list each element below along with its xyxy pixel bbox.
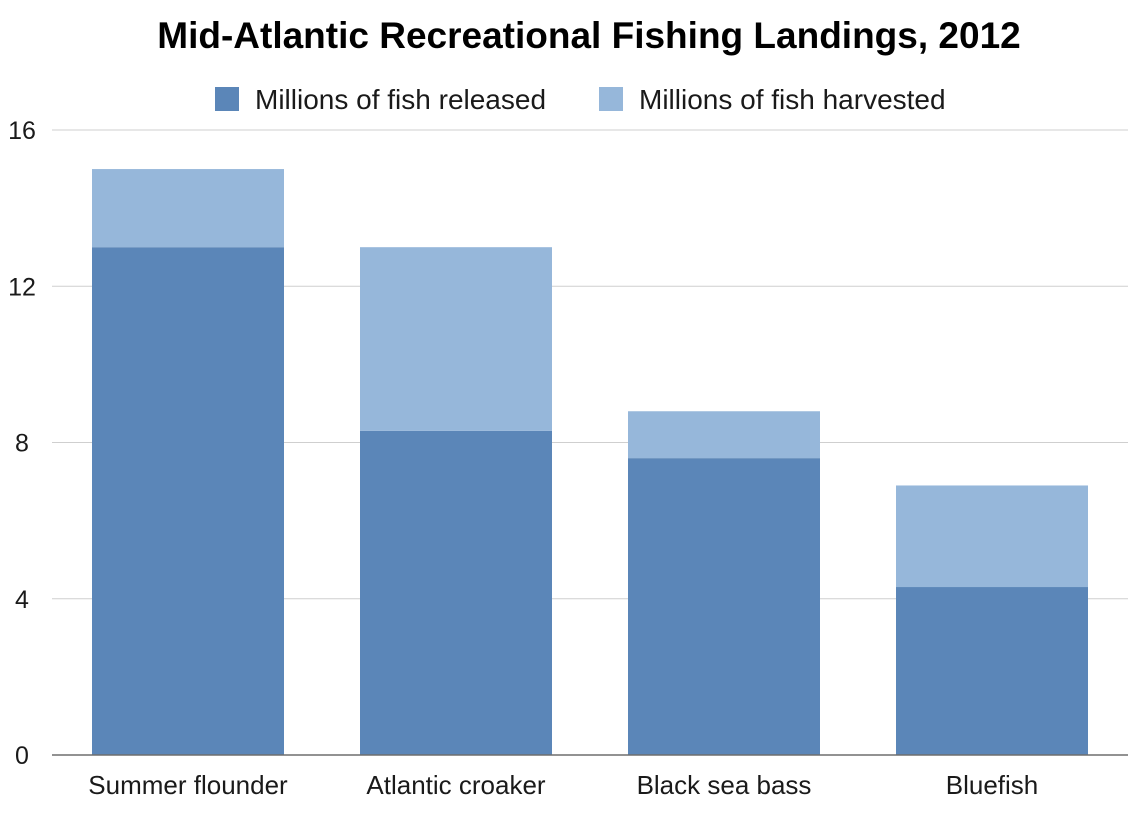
y-tick-label: 16 <box>8 117 36 145</box>
bar-harvested <box>360 247 552 431</box>
bar-released <box>628 458 820 755</box>
legend-swatch-harvested <box>599 87 623 111</box>
bars <box>92 169 1088 755</box>
bar-released <box>360 430 552 755</box>
y-tick-label: 4 <box>15 586 29 614</box>
y-tick-label: 0 <box>15 742 29 770</box>
x-axis-categories: Summer flounder Atlantic croaker Black sea… <box>88 770 1038 800</box>
x-category-label: Atlantic croaker <box>366 770 546 800</box>
bar-released <box>896 587 1088 755</box>
legend: Millions of fish released Millions of fi… <box>215 84 946 115</box>
y-axis-ticks: 0 4 8 12 16 <box>8 117 36 770</box>
chart-title: Mid-Atlantic Recreational Fishing Landin… <box>157 15 1020 56</box>
bar-harvested <box>92 169 284 248</box>
x-category-label: Bluefish <box>946 770 1039 800</box>
bar-harvested <box>896 485 1088 588</box>
bar-released <box>92 247 284 755</box>
y-tick-label: 12 <box>8 273 36 301</box>
y-tick-label: 8 <box>15 430 29 458</box>
legend-swatch-released <box>215 87 239 111</box>
x-category-label: Black sea bass <box>637 770 812 800</box>
bar-harvested <box>628 411 820 459</box>
legend-label-released: Millions of fish released <box>255 84 546 115</box>
legend-label-harvested: Millions of fish harvested <box>639 84 946 115</box>
x-category-label: Summer flounder <box>88 770 288 800</box>
